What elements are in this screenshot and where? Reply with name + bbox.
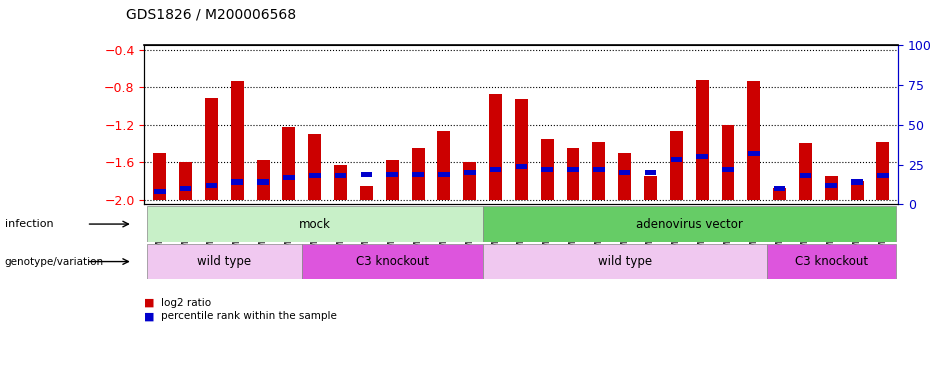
Bar (154, 153, 167, 200)
Bar (722, 124, 735, 200)
Bar (644, 170, 656, 175)
Bar (309, 173, 320, 178)
Bar (231, 81, 244, 200)
Bar (567, 148, 579, 200)
Text: genotype/variation: genotype/variation (5, 256, 103, 267)
Bar (799, 144, 812, 200)
Bar (851, 181, 864, 200)
Bar (386, 171, 398, 177)
Bar (515, 99, 528, 200)
Bar (205, 99, 218, 200)
Bar (257, 160, 270, 200)
Text: wild type: wild type (598, 255, 652, 268)
Bar (439, 171, 450, 177)
Bar (232, 180, 243, 184)
Bar (147, 244, 302, 279)
Bar (516, 164, 527, 169)
Bar (489, 94, 502, 200)
Bar (482, 244, 767, 279)
Bar (147, 206, 482, 242)
Bar (800, 173, 811, 178)
Bar (825, 176, 838, 200)
Bar (490, 167, 502, 172)
Bar (773, 188, 786, 200)
Bar (767, 244, 896, 279)
Bar (283, 175, 295, 180)
Bar (360, 171, 372, 177)
Bar (619, 170, 630, 175)
Bar (206, 183, 217, 188)
Bar (412, 148, 425, 200)
Text: adenovirus vector: adenovirus vector (636, 217, 743, 231)
Bar (385, 160, 398, 200)
Bar (438, 131, 451, 200)
Bar (482, 206, 896, 242)
Bar (541, 139, 554, 200)
Text: percentile rank within the sample: percentile rank within the sample (161, 311, 337, 321)
Text: log2 ratio: log2 ratio (161, 298, 211, 308)
Bar (282, 127, 295, 200)
Bar (826, 183, 837, 188)
Text: infection: infection (5, 219, 53, 229)
Bar (851, 180, 863, 184)
Text: ■: ■ (144, 311, 155, 321)
Bar (748, 151, 760, 156)
Bar (180, 186, 192, 191)
Bar (670, 157, 682, 162)
Bar (179, 162, 192, 200)
Bar (774, 186, 786, 191)
Bar (722, 167, 734, 172)
Bar (593, 167, 604, 172)
Bar (748, 81, 761, 200)
Text: mock: mock (299, 217, 331, 231)
Bar (876, 142, 889, 200)
Bar (334, 165, 347, 200)
Bar (696, 154, 708, 159)
Bar (464, 170, 476, 175)
Bar (412, 171, 424, 177)
Text: GDS1826 / M200006568: GDS1826 / M200006568 (126, 8, 296, 22)
Bar (592, 142, 605, 200)
Text: wild type: wild type (197, 255, 251, 268)
Bar (877, 173, 889, 178)
Bar (302, 244, 482, 279)
Bar (618, 153, 631, 200)
Text: C3 knockout: C3 knockout (356, 255, 429, 268)
Bar (360, 186, 372, 200)
Bar (257, 180, 269, 184)
Bar (644, 176, 657, 200)
Bar (695, 80, 708, 200)
Bar (567, 167, 579, 172)
Bar (308, 134, 321, 200)
Bar (464, 162, 476, 200)
Bar (154, 189, 166, 194)
Bar (670, 131, 682, 200)
Bar (335, 173, 346, 178)
Text: C3 knockout: C3 knockout (795, 255, 868, 268)
Bar (541, 167, 553, 172)
Text: ■: ■ (144, 298, 155, 308)
